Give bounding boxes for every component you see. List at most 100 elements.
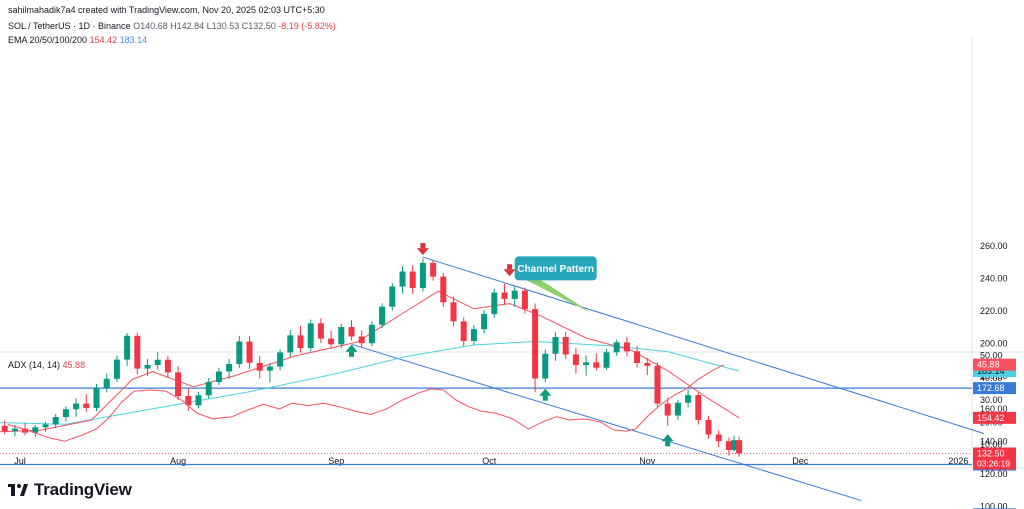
candle-body bbox=[185, 396, 192, 406]
candle-body bbox=[103, 378, 110, 388]
candle-body bbox=[317, 323, 324, 339]
price-tag-text: 132.50 bbox=[977, 449, 1005, 459]
x-tick-label: Oct bbox=[482, 456, 497, 466]
candle-body bbox=[62, 409, 69, 418]
candle-body bbox=[542, 353, 549, 379]
candle-body bbox=[460, 321, 467, 342]
adx-label: ADX (14, 14) bbox=[8, 360, 61, 370]
candle-body bbox=[246, 341, 253, 363]
down-arrow-marker bbox=[416, 248, 429, 256]
candle-body bbox=[470, 329, 477, 342]
x-tick-label: 2026 bbox=[948, 456, 968, 466]
candle-body bbox=[419, 262, 426, 288]
candle-body bbox=[93, 387, 100, 408]
channel-line bbox=[351, 343, 862, 502]
candle-body bbox=[215, 371, 222, 383]
price-tag-text: 154.42 bbox=[977, 413, 1005, 423]
annotation-label: Channel Pattern bbox=[517, 264, 594, 275]
down-arrow-marker bbox=[420, 243, 426, 249]
candle-body bbox=[164, 359, 171, 373]
ohlc-low: L130.53 bbox=[206, 21, 240, 31]
y-tick-label: 200.00 bbox=[980, 339, 1008, 349]
chart-credit: sahilmahadik7a4 created with TradingView… bbox=[8, 5, 325, 15]
down-arrow-marker bbox=[503, 269, 516, 277]
up-arrow-marker bbox=[665, 441, 671, 447]
candle-body bbox=[695, 395, 702, 420]
candle-body bbox=[195, 395, 202, 406]
x-tick-label: Sep bbox=[328, 456, 344, 466]
adx-legend: ADX (14, 14) 45.88 bbox=[8, 360, 85, 370]
ohlc-close: C132.50 bbox=[241, 21, 276, 31]
channel-line bbox=[422, 256, 985, 434]
candle-body bbox=[511, 290, 518, 299]
candle-body bbox=[674, 402, 681, 416]
price-tag bbox=[973, 447, 1016, 470]
adx-price-tag-text: 45.88 bbox=[977, 360, 1000, 370]
candle-body bbox=[52, 417, 59, 425]
price-tag-text: 183.14 bbox=[977, 366, 1005, 376]
candle-body bbox=[731, 440, 737, 451]
adx-value: 45.88 bbox=[62, 360, 86, 370]
y-tick-label: 160.00 bbox=[980, 404, 1008, 414]
candle-body bbox=[42, 424, 49, 428]
candle-body bbox=[491, 292, 498, 314]
annotation-pointer bbox=[518, 273, 593, 314]
adx-y-tick-label: 10.00 bbox=[980, 440, 1003, 450]
candle-body bbox=[124, 335, 131, 360]
ohlc-high: H142.84 bbox=[170, 21, 205, 31]
candle-body bbox=[83, 403, 90, 408]
candle-body bbox=[144, 364, 151, 369]
candle-body bbox=[705, 419, 712, 435]
ema-value-1: 154.42 bbox=[89, 35, 118, 45]
annotation-box bbox=[514, 256, 597, 281]
y-tick-label: 100.00 bbox=[980, 501, 1008, 509]
candle-body bbox=[736, 440, 743, 454]
candle-body bbox=[32, 427, 39, 433]
candle-body bbox=[287, 335, 294, 353]
up-arrow-marker bbox=[661, 434, 674, 442]
up-arrow-marker bbox=[345, 344, 358, 352]
candle-body bbox=[634, 351, 641, 364]
candle-body bbox=[389, 286, 396, 307]
candle-body bbox=[501, 292, 508, 299]
credit-text: sahilmahadik7a4 created with TradingView… bbox=[8, 5, 325, 15]
candle-body bbox=[175, 372, 182, 397]
candle-body bbox=[450, 302, 457, 322]
y-tick-label: 140.00 bbox=[980, 436, 1008, 446]
candle-body bbox=[256, 362, 263, 371]
chart-legend-ema: EMA 20/50/100/200 154.42 183.14 bbox=[8, 35, 147, 45]
candle-body bbox=[430, 262, 437, 277]
candle-body bbox=[22, 428, 29, 433]
tradingview-logo-text: TradingView bbox=[34, 480, 132, 499]
ema-label: EMA 20/50/100/200 bbox=[8, 35, 88, 45]
y-tick-label: 220.00 bbox=[980, 306, 1008, 316]
up-arrow-marker bbox=[349, 351, 354, 357]
candle-body bbox=[583, 362, 590, 365]
countdown-text: 03:26:19 bbox=[977, 459, 1010, 469]
chart-legend-main: SOL / TetherUS · 1D · Binance O140.68 H1… bbox=[8, 21, 336, 31]
candle-body bbox=[113, 359, 120, 379]
ema50-line bbox=[0, 341, 740, 425]
candle-body bbox=[603, 352, 610, 368]
candle-body bbox=[154, 359, 161, 365]
adx-y-tick-label: 50.00 bbox=[980, 351, 1003, 361]
adx-y-tick-label: 30.00 bbox=[980, 395, 1003, 405]
candle-body bbox=[685, 395, 692, 403]
candle-body bbox=[440, 276, 447, 303]
candle-body bbox=[521, 290, 528, 310]
price-tag bbox=[973, 411, 1016, 424]
candle-body bbox=[613, 342, 620, 353]
candle-body bbox=[134, 335, 141, 369]
candle-body bbox=[532, 309, 539, 379]
candle-body bbox=[552, 336, 559, 354]
candle-body bbox=[358, 336, 365, 344]
candle-body bbox=[266, 366, 273, 371]
candle-body bbox=[1, 425, 8, 432]
candle-body bbox=[368, 324, 375, 344]
candle-body bbox=[328, 338, 335, 345]
up-arrow-marker bbox=[539, 388, 552, 396]
y-tick-label: 260.00 bbox=[980, 241, 1008, 251]
symbol-label: SOL / TetherUS · 1D · Binance bbox=[8, 21, 131, 31]
candle-body bbox=[338, 327, 345, 345]
